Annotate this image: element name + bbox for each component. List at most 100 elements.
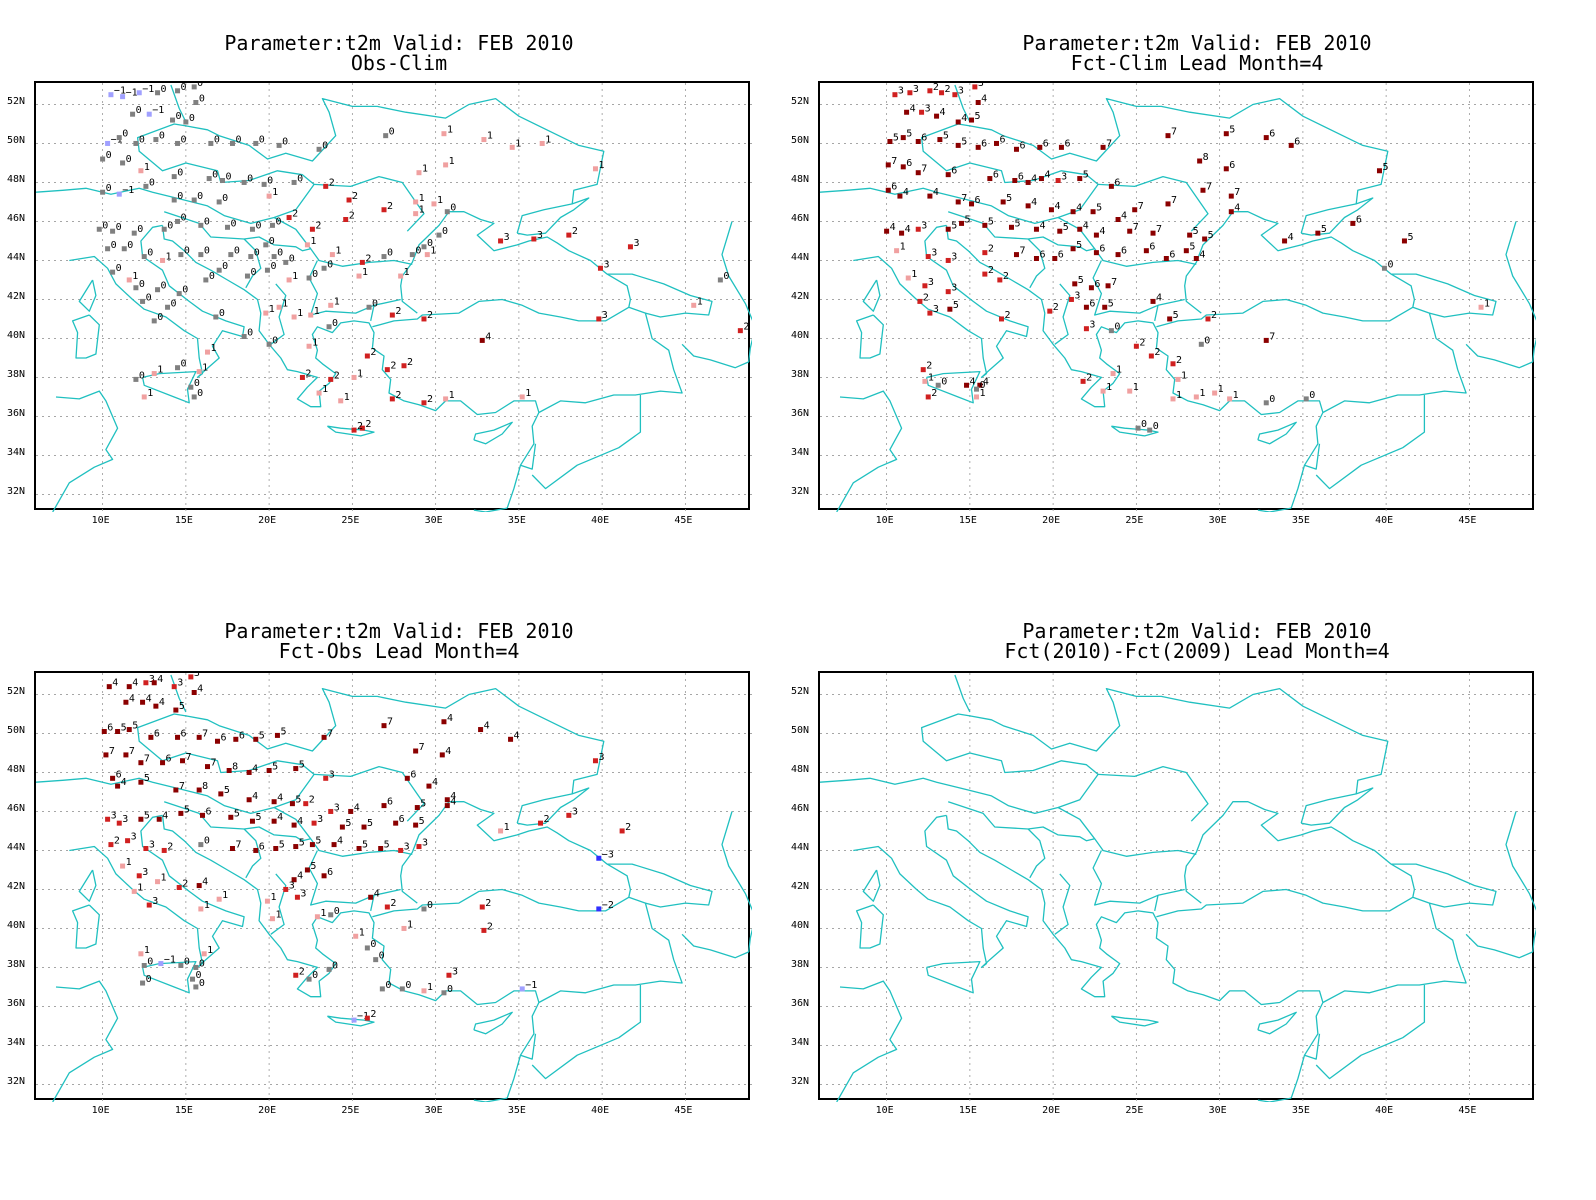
station-square bbox=[1133, 343, 1139, 349]
station-value: 5 bbox=[1014, 218, 1020, 229]
station-marker: 6 bbox=[381, 797, 393, 809]
station-value: 7 bbox=[144, 754, 150, 765]
station-value: 0 bbox=[415, 246, 421, 257]
station-square bbox=[1080, 378, 1086, 384]
station-value: 0 bbox=[212, 170, 218, 181]
station-square bbox=[143, 183, 149, 189]
station-marker: 1 bbox=[431, 195, 443, 207]
station-marker: 0 bbox=[283, 253, 295, 265]
station-marker: 1 bbox=[196, 363, 208, 375]
station-value: 0 bbox=[297, 173, 303, 184]
station-value: 4 bbox=[1121, 211, 1127, 222]
station-marker: 0 bbox=[249, 220, 261, 232]
coastline bbox=[327, 425, 375, 437]
station-marker: 2 bbox=[982, 244, 994, 256]
station-square bbox=[146, 902, 152, 908]
map-panel-fct-obs: Parameter:t2m Valid: FEB 2010 Fct-Obs Le… bbox=[0, 600, 798, 1200]
station-square bbox=[216, 896, 222, 902]
station-square bbox=[1100, 144, 1106, 150]
station-marker: 2 bbox=[917, 292, 929, 304]
station-value: 7 bbox=[921, 164, 927, 175]
station-square bbox=[309, 226, 315, 232]
station-marker: 4 bbox=[368, 888, 380, 900]
station-square bbox=[286, 277, 292, 283]
station-square bbox=[213, 314, 219, 320]
station-square bbox=[975, 144, 981, 150]
station-value: 1 bbox=[359, 927, 365, 938]
station-marker: 5 bbox=[293, 838, 305, 850]
station-square bbox=[283, 886, 289, 892]
station-value: 5 bbox=[906, 129, 912, 140]
station-marker: 0 bbox=[409, 246, 421, 258]
station-marker: 0 bbox=[216, 261, 228, 273]
station-square bbox=[249, 818, 255, 824]
station-square bbox=[196, 734, 202, 740]
station-square bbox=[321, 265, 327, 271]
station-square bbox=[627, 244, 633, 250]
station-square bbox=[151, 318, 157, 324]
coastline bbox=[538, 896, 683, 1004]
coastline bbox=[1156, 801, 1416, 918]
station-marker: 5 bbox=[1077, 170, 1089, 182]
station-marker: 5 bbox=[228, 808, 240, 820]
station-marker: 3 bbox=[945, 251, 957, 263]
station-square bbox=[1102, 304, 1108, 310]
station-square bbox=[180, 758, 186, 764]
station-value: 0 bbox=[106, 183, 112, 194]
station-value: 4 bbox=[132, 678, 138, 689]
station-value: 2 bbox=[743, 322, 749, 333]
station-value: 5 bbox=[184, 804, 190, 815]
station-square bbox=[263, 242, 269, 248]
station-value: 4 bbox=[1199, 250, 1205, 261]
station-marker: 4 bbox=[331, 836, 343, 848]
station-square bbox=[1143, 248, 1149, 254]
station-marker: 6 bbox=[1288, 136, 1300, 148]
station-value: 2 bbox=[407, 357, 413, 368]
station-marker: 7 bbox=[1100, 138, 1112, 150]
station-square bbox=[328, 912, 334, 918]
station-marker: 0 bbox=[140, 292, 152, 304]
station-value: 2 bbox=[387, 201, 393, 212]
station-marker: 0 bbox=[198, 836, 210, 848]
lon-label: 15E bbox=[958, 515, 977, 526]
station-square bbox=[1288, 142, 1294, 148]
station-marker: 0 bbox=[276, 136, 288, 148]
station-marker: 3 bbox=[1083, 320, 1095, 332]
station-square bbox=[266, 768, 272, 773]
lon-label: 15E bbox=[174, 515, 193, 526]
coastline bbox=[1054, 283, 1071, 345]
station-value: −3 bbox=[602, 849, 614, 860]
station-value: 6 bbox=[116, 769, 122, 780]
station-square bbox=[131, 230, 137, 236]
station-square bbox=[384, 367, 390, 373]
station-marker: 0 bbox=[183, 113, 195, 125]
station-square bbox=[566, 812, 572, 818]
station-value: 1 bbox=[310, 236, 316, 247]
station-square bbox=[994, 140, 1000, 146]
station-value: 6 bbox=[1269, 129, 1275, 140]
station-marker: 0 bbox=[191, 83, 203, 90]
station-marker: 3 bbox=[498, 232, 510, 244]
station-marker: 1 bbox=[138, 162, 150, 174]
station-square bbox=[955, 199, 961, 205]
station-square bbox=[173, 787, 179, 793]
station-square bbox=[925, 254, 931, 260]
station-marker: 4 bbox=[1025, 197, 1037, 209]
station-square bbox=[1070, 246, 1076, 252]
station-marker: 1 bbox=[519, 388, 531, 400]
station-marker: 0 bbox=[241, 173, 253, 185]
station-value: 2 bbox=[395, 306, 401, 317]
station-square bbox=[1132, 207, 1138, 213]
station-value: 5 bbox=[420, 799, 426, 810]
station-value: 4 bbox=[432, 777, 438, 788]
station-square bbox=[123, 699, 129, 705]
station-value: 2 bbox=[292, 209, 298, 220]
station-marker: 2 bbox=[309, 220, 321, 232]
station-square bbox=[592, 166, 598, 172]
station-value: 0 bbox=[387, 248, 393, 259]
station-square bbox=[364, 353, 370, 359]
station-square bbox=[1083, 304, 1089, 310]
coastline bbox=[370, 895, 375, 912]
station-marker: 3 bbox=[283, 880, 295, 892]
